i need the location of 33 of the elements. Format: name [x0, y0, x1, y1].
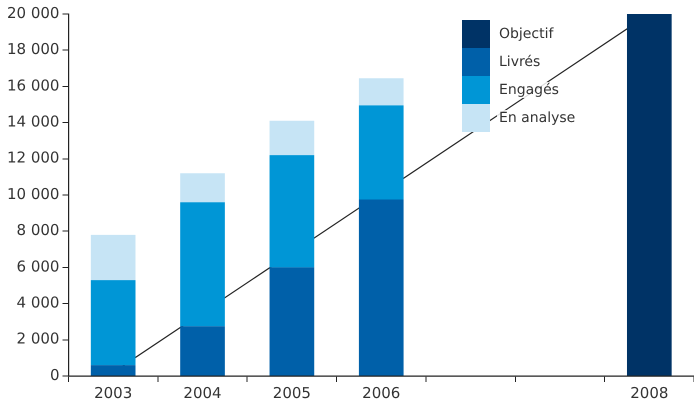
- bar: [626, 14, 672, 376]
- x-tick-label: 2005: [272, 384, 311, 402]
- bar: [358, 200, 404, 376]
- bar: [270, 267, 314, 376]
- y-tick-label: 2 000: [16, 330, 60, 348]
- y-tick-label: 6 000: [16, 257, 60, 276]
- y-tick-label: 0: [50, 366, 60, 384]
- bar: [270, 155, 314, 268]
- bar: [90, 234, 136, 280]
- bar: [180, 202, 225, 326]
- y-tick-label: 8 000: [16, 221, 60, 240]
- x-tick-label: 2004: [183, 384, 222, 402]
- legend-label: Engagés: [497, 82, 561, 98]
- y-tick-label: 18 000: [6, 40, 60, 58]
- y-tick-label: 10 000: [6, 184, 60, 203]
- bar: [180, 326, 225, 376]
- legend-label: En analyse: [497, 110, 578, 126]
- y-tick-label: 20 000: [6, 4, 60, 22]
- x-tick-label: 2006: [362, 384, 400, 402]
- y-tick-label: 12 000: [6, 148, 60, 167]
- bar: [358, 78, 404, 106]
- y-tick-label: 4 000: [16, 293, 60, 312]
- x-tick-label: 2003: [94, 384, 132, 402]
- legend-label: Livrés: [497, 54, 542, 70]
- bar: [180, 173, 225, 202]
- bar: [270, 120, 314, 156]
- y-tick-label: 14 000: [6, 112, 60, 130]
- bar: [90, 280, 136, 366]
- bar: [358, 105, 404, 200]
- y-tick-label: 16 000: [6, 76, 60, 94]
- legend-label: Objectif: [497, 26, 556, 42]
- bar: [90, 365, 136, 376]
- x-tick-label: 2008: [630, 384, 668, 402]
